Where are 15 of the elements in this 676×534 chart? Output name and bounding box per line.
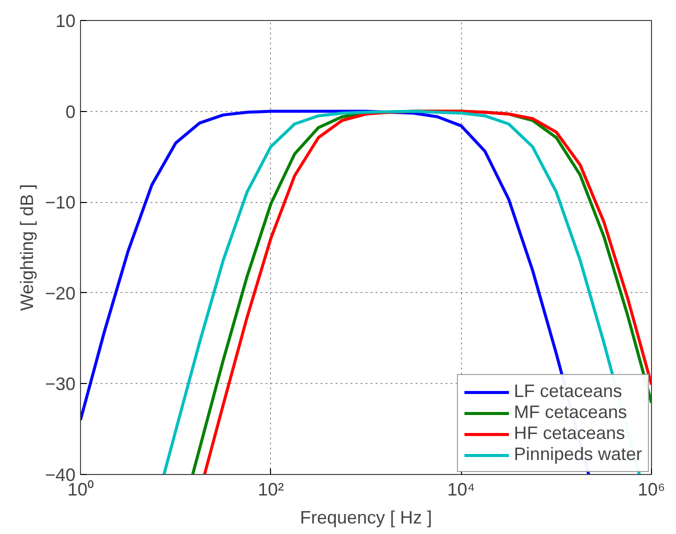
x-tick-label: 10⁴ xyxy=(447,480,476,500)
legend-label: HF cetaceans xyxy=(514,423,625,444)
legend-label: MF cetaceans xyxy=(514,402,627,423)
x-tick-label: 10⁰ xyxy=(67,480,94,500)
y-tick-label: −30 xyxy=(44,374,76,394)
y-tick-label: 0 xyxy=(65,102,76,122)
y-tick-label: −10 xyxy=(44,192,76,213)
x-tick-label: 10² xyxy=(258,480,284,500)
legend-label: LF cetaceans xyxy=(514,381,622,402)
y-axis-title: Weighting [ dB ] xyxy=(16,184,37,311)
x-tick-label: 10⁶ xyxy=(638,480,666,500)
y-tick-label: 10 xyxy=(55,11,76,31)
x-axis-title: Frequency [ Hz ] xyxy=(300,508,432,528)
y-tick-label: −20 xyxy=(44,283,76,304)
legend-label: Pinnipeds water xyxy=(514,444,642,465)
